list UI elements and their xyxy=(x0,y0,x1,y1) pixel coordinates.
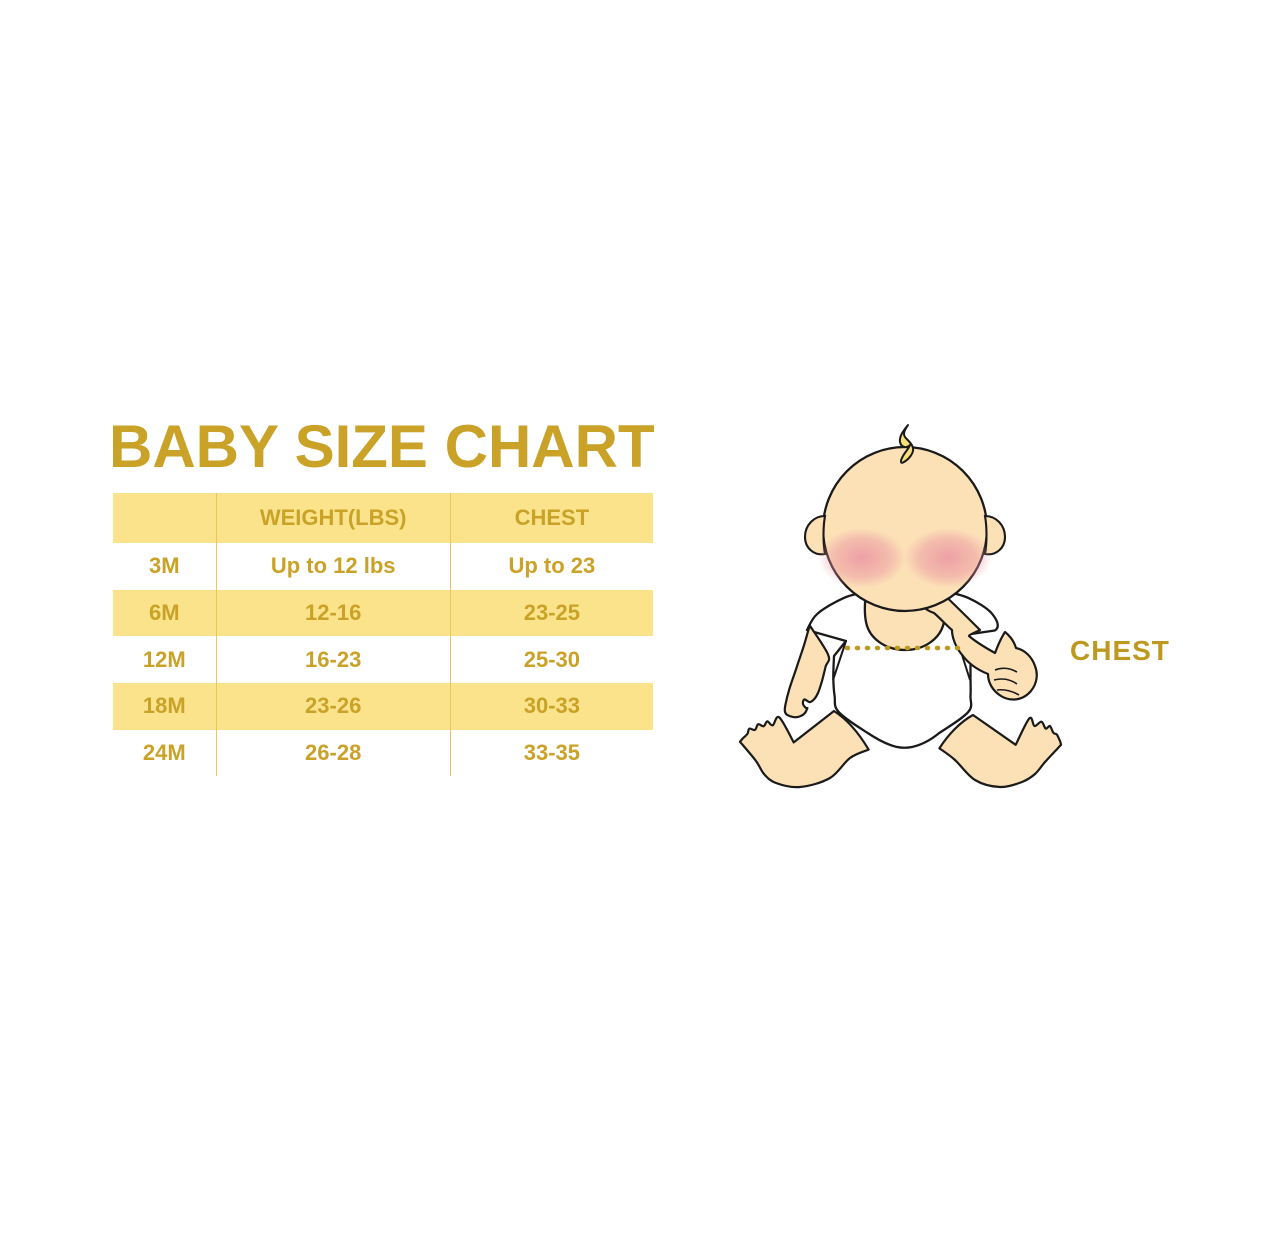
svg-text:CHEST: CHEST xyxy=(1070,635,1170,666)
